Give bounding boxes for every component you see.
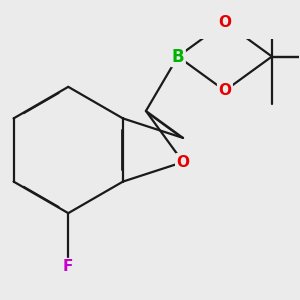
Text: B: B [172, 47, 184, 65]
Text: O: O [176, 154, 190, 169]
Text: F: F [63, 259, 74, 274]
Text: O: O [218, 15, 231, 30]
Text: O: O [218, 83, 231, 98]
